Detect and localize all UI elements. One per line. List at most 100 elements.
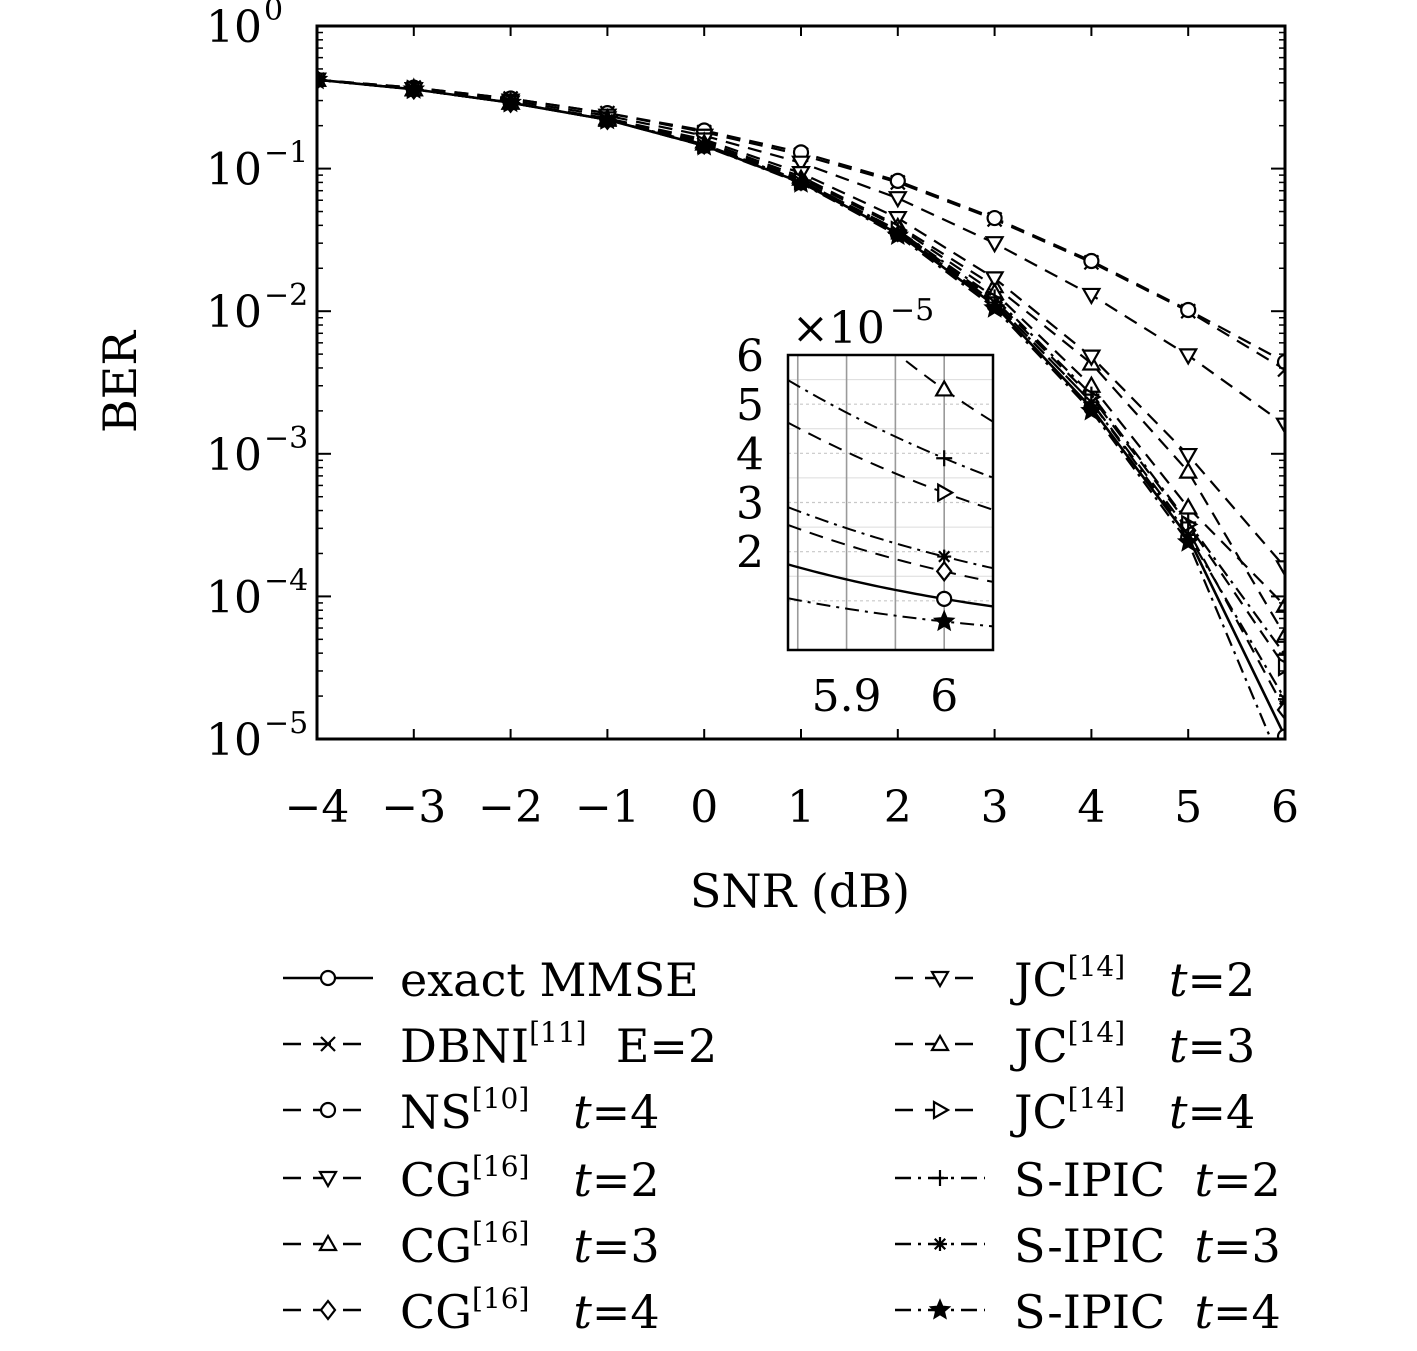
legend-item-cg-16-t-4-label: CG[16] t=4 [400,1282,660,1339]
y-tick-label: 10 [206,715,262,766]
x-tick-label: 3 [981,782,1009,833]
series-cg-16-t-2-point [1081,287,1102,306]
series-s-ipic-t-4-point [983,296,1006,318]
inset-series-cg-16-t-4-point [935,560,953,583]
inset-plot [788,355,993,650]
inset-series-jc-14-t-4-line [788,421,993,511]
series-ns-10-t-4-point [1083,252,1100,270]
inset-multiplier: ×10 [792,303,885,354]
legend: exact MMSE DBNI[11] E=2 NS[10] t=4 CG[16] t… [283,950,1281,1339]
y-tick-exponent: −1 [264,136,308,171]
series-exact-mmse-point [1276,728,1285,739]
legend-item-s-ipic-t-4: S-IPIC t=4 [895,1285,1281,1339]
series-s-ipic-t-2-point [1277,646,1285,663]
series-s-ipic-t-4-point [499,90,522,113]
inset-series-jc-14-t-4 [788,421,993,511]
series-s-ipic-t-2-point [1180,514,1197,531]
series-jc-14-t-3-point [1178,497,1199,515]
inset-series-exact-mmse [788,563,993,608]
legend-item-cg-16-t-2: CG[16] t=2 [283,1150,660,1207]
legend-item-cg-16-t-3-marker [318,1233,338,1252]
series-s-ipic-t-4-point [692,134,716,156]
series-cg-16-t-2-point [791,155,811,173]
y-tick-exponent: −4 [264,563,308,598]
series-cg-16-t-2-point [1178,348,1199,366]
series-cg-16-t-3-point [1178,461,1199,479]
legend-item-jc-14-t-2-label: JC[14] t=2 [1010,950,1255,1007]
legend-item-exact-mmse-marker [319,969,337,987]
legend-item-jc-14-t-2-marker [930,970,950,989]
inset-y-tick-label: 4 [736,429,764,480]
main-series-group [317,67,1285,739]
series-jc-14-t-2-point [1275,560,1285,578]
legend-item-s-ipic-t-4-label: S-IPIC t=4 [1014,1285,1281,1339]
legend-item-ns-10-t-4-marker [319,1101,337,1119]
legend-item-s-ipic-t-2: S-IPIC t=2 [895,1153,1281,1207]
inset-y-tick-label: 5 [736,380,764,431]
series-ns-10-t-4-point [1276,353,1285,371]
inset-series-s-ipic-t-2 [788,379,993,479]
x-tick-label: 2 [884,782,912,833]
series-cg-16-t-2-point [887,191,908,209]
inset-frame [786,353,995,652]
inset-series-cg-16-t-3 [896,355,993,423]
legend-item-jc-14-t-2: JC[14] t=2 [895,950,1255,1007]
series-cg-16-t-4-point [1276,699,1285,721]
inset-multiplier-exponent: −5 [890,293,934,328]
legend-item-jc-14-t-3: JC[14] t=3 [895,1016,1255,1073]
legend-item-ns-10-t-4: NS[10] t=4 [283,1082,659,1139]
y-tick-exponent: −2 [264,278,308,313]
series-ns-10-t-4-point [889,172,906,189]
inset-series-exact-mmse-line [788,563,993,608]
y-tick-label: 10 [206,145,262,196]
series-s-ipic-t-4-point [789,171,813,193]
x-tick-label: 6 [1271,782,1299,833]
y-tick-label: 10 [206,430,262,481]
inset-series-s-ipic-t-2-point [936,450,953,467]
series-cg-16-t-2-point [1275,417,1285,435]
legend-item-cg-16-t-4: CG[16] t=4 [283,1282,660,1339]
inset-y-tick-label: 2 [736,528,764,579]
legend-item-s-ipic-t-2-label: S-IPIC t=2 [1014,1153,1281,1207]
inset-series-jc-14-t-4-point [937,482,955,503]
legend-item-s-ipic-t-2-marker [932,1170,948,1186]
legend-item-jc-14-t-3-marker [930,1033,950,1052]
legend-item-cg-16-t-2-marker [318,1170,338,1189]
series-s-ipic-t-4-point [1176,530,1200,552]
x-tick-label: 5 [1174,782,1202,833]
inset-series-s-ipic-t-4-point [932,609,956,632]
legend-item-jc-14-t-4-label: JC[14] t=4 [1010,1082,1255,1139]
inset-x-tick-label: 6 [930,671,958,722]
series-s-ipic-t-4 [317,67,1273,739]
inset-series-s-ipic-t-4-line [788,597,993,628]
series-s-ipic-t-4-point [886,223,910,246]
series-jc-14-t-2-point [1178,447,1199,466]
series-jc-14-t-2-point [1081,349,1102,367]
inset-series-s-ipic-t-3-point [937,549,952,564]
legend-item-s-ipic-t-3-label: S-IPIC t=3 [1014,1219,1281,1273]
legend-item-jc-14-t-4-marker [932,1100,951,1120]
x-axis-label: SNR (dB) [690,864,910,918]
series-s-ipic-t-4-point [596,107,619,130]
legend-item-cg-16-t-3: CG[16] t=3 [283,1216,660,1273]
legend-item-exact-mmse: exact MMSE [283,953,699,1007]
legend-item-s-ipic-t-4-marker [928,1298,952,1320]
inset-series-s-ipic-t-3-line [788,506,993,570]
series-cg-16-t-2-point [984,236,1005,254]
series-ns-10-t-4-point [986,209,1003,227]
y-tick-exponent: −3 [264,421,308,456]
inset-series-group [788,355,993,632]
inset-series-s-ipic-t-2-line [788,379,993,479]
x-tick-label: −1 [575,782,640,833]
series-ns-10-t-4-point [1180,301,1197,319]
inset-series-cg-16-t-4-line [788,524,993,583]
series-s-ipic-t-4-point [402,77,426,99]
inset-series-cg-16-t-4 [788,524,993,583]
inset-y-tick-label: 3 [736,479,764,530]
series-jc-14-t-3-point [1275,595,1285,613]
y-tick-exponent: 0 [264,0,283,28]
inset-x-tick-label: 5.9 [812,671,882,722]
